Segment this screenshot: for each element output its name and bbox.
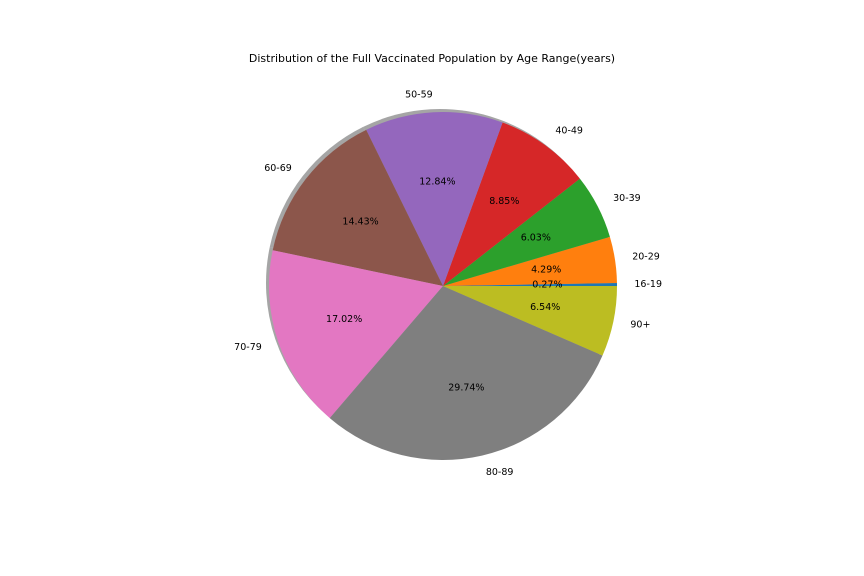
slice-label-30-39: 30-39 [613, 193, 641, 204]
slice-label-60-69: 60-69 [264, 163, 292, 174]
slice-pct-label-20-29: 4.29% [531, 265, 561, 276]
slice-label-80-89: 80-89 [486, 467, 514, 478]
pie-labels: 16-19 0.27% 20-29 4.29% 30-39 6.03% 40-49 8.85%… [234, 89, 662, 478]
chart-title: Distribution of the Full Vaccinated Popu… [248, 52, 616, 65]
slice-pct-label-80-89: 29.74% [448, 382, 484, 393]
slice-pct-label-60-69: 14.43% [342, 216, 378, 227]
pie-slice-16-19 [443, 283, 617, 286]
pie-wedges [269, 112, 617, 460]
slice-pct-label-16-19: 0.27% [532, 280, 562, 291]
slice-pct-label-90+: 6.54% [530, 302, 560, 313]
slice-label-20-29: 20-29 [632, 252, 660, 263]
pie-slice-50-59 [366, 112, 503, 286]
slice-label-16-19: 16-19 [634, 279, 662, 290]
pie-slice-40-49 [443, 122, 580, 286]
slice-pct-label-30-39: 6.03% [521, 233, 551, 244]
pie-slice-90+ [443, 286, 617, 356]
pie-slice-80-89 [329, 286, 603, 460]
pie-slice-30-39 [443, 178, 610, 286]
slice-pct-label-70-79: 17.02% [326, 314, 362, 325]
slice-label-90+: 90+ [630, 320, 650, 331]
slice-pct-label-50-59: 12.84% [419, 176, 455, 187]
pie-slice-20-29 [443, 236, 617, 286]
slice-label-40-49: 40-49 [555, 126, 583, 137]
slice-pct-label-40-49: 8.85% [489, 196, 519, 207]
slice-label-50-59: 50-59 [405, 89, 433, 100]
pie-slice-60-69 [272, 129, 443, 286]
slice-label-70-79: 70-79 [234, 342, 262, 353]
pie-slice-70-79 [269, 250, 443, 419]
